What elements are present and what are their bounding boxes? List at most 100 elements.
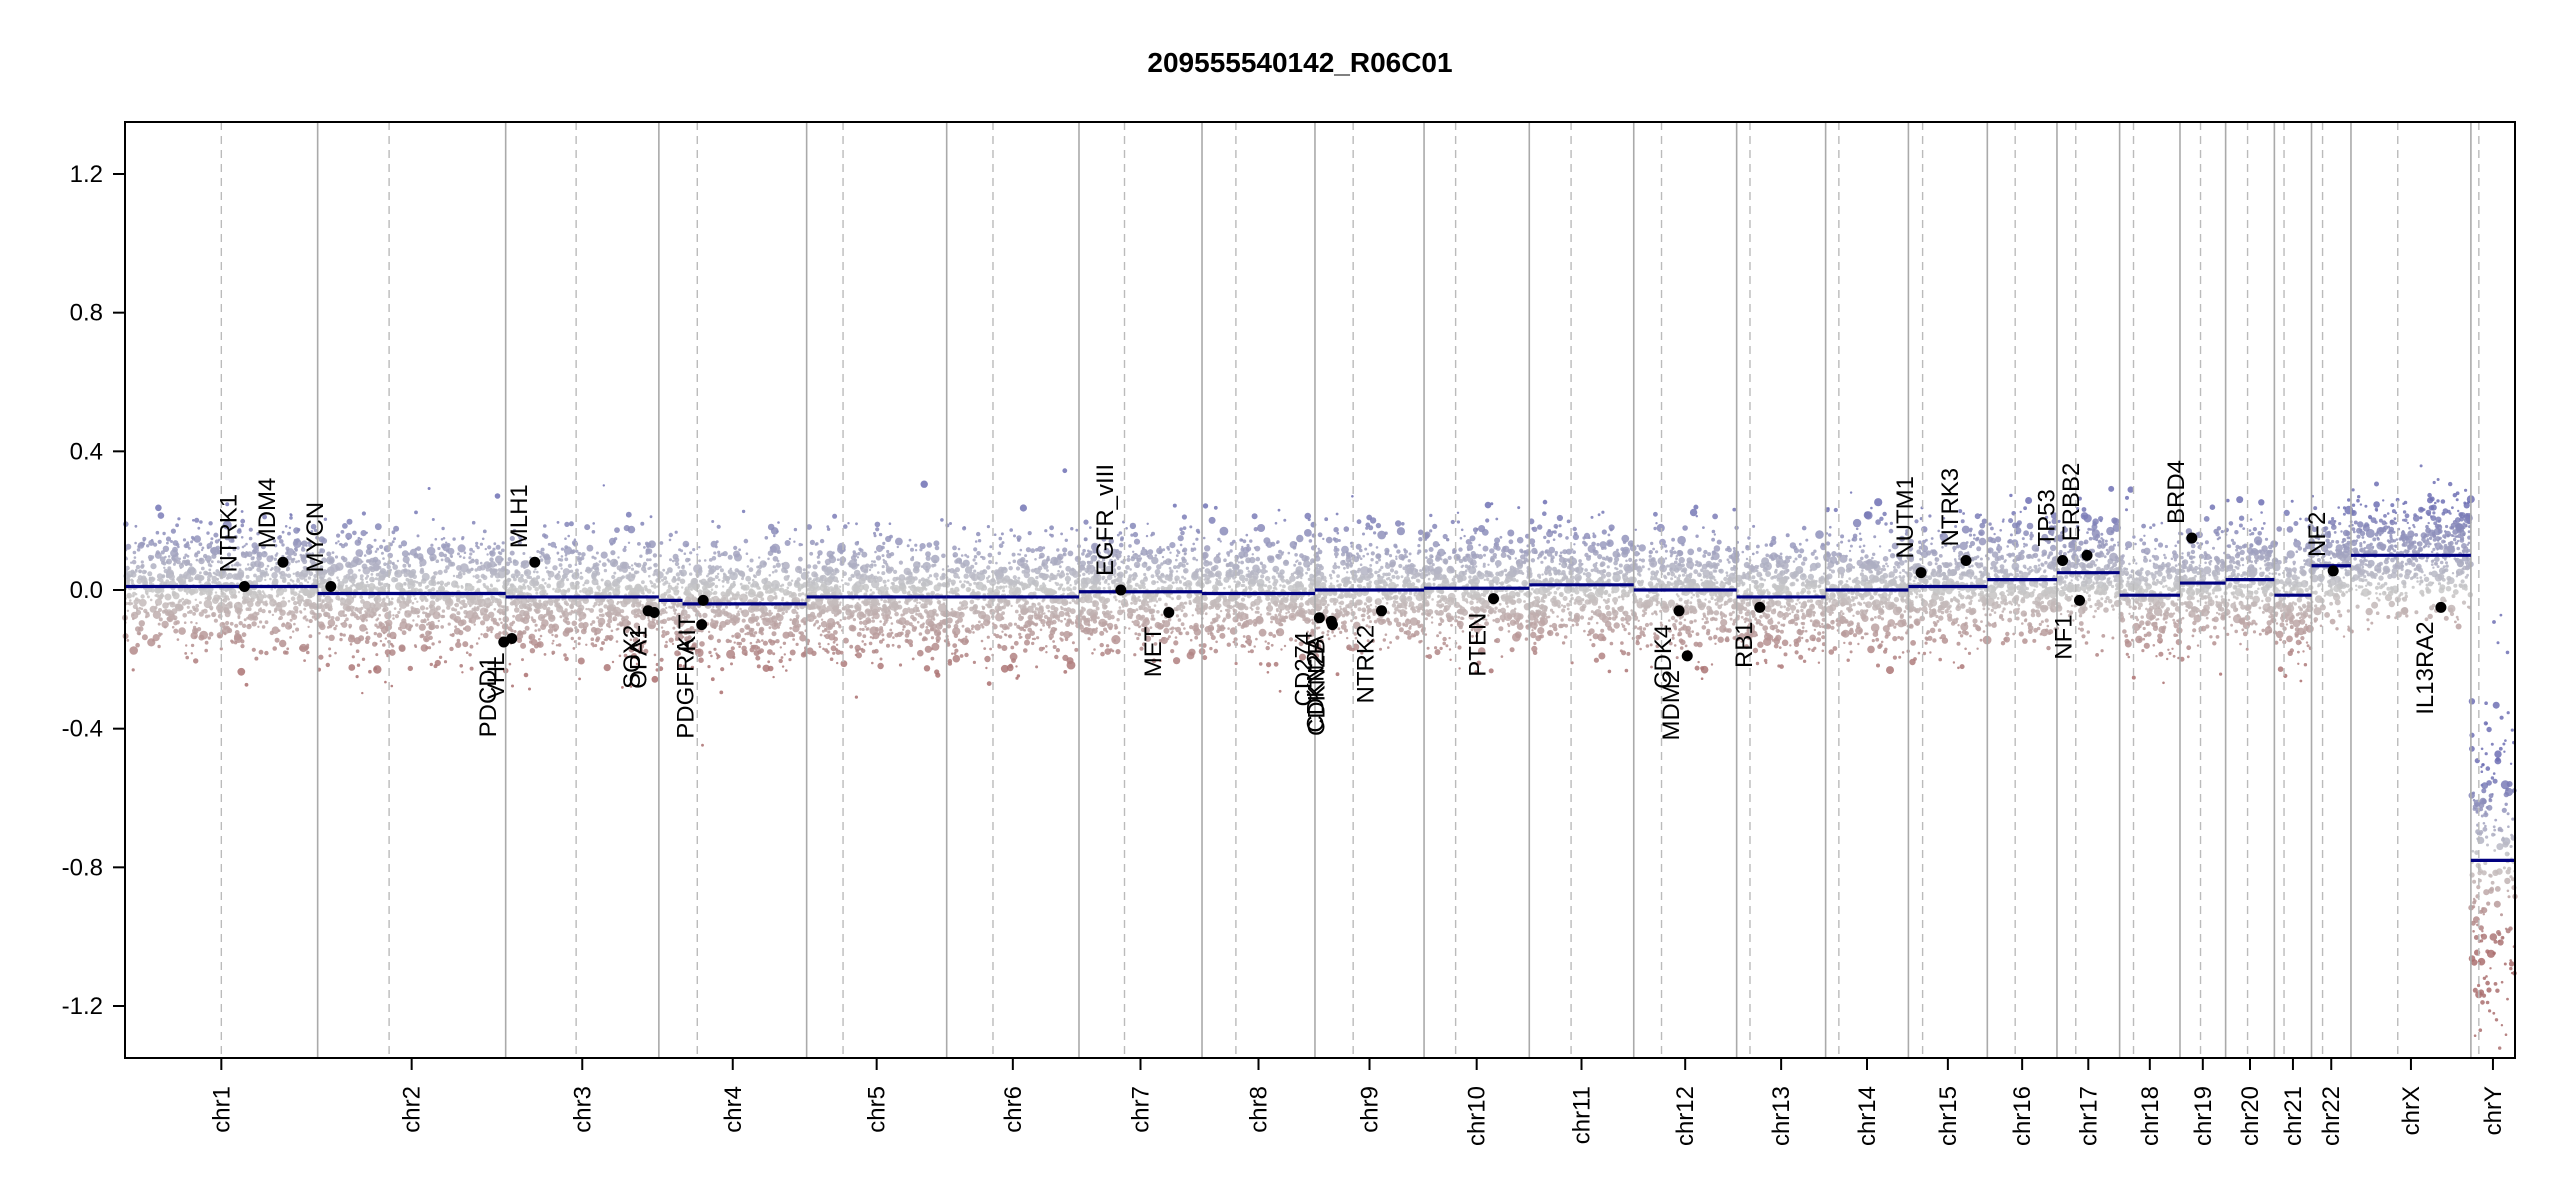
probe-point <box>178 578 183 583</box>
probe-point <box>527 607 531 611</box>
probe-point <box>786 586 790 590</box>
probe-point <box>435 559 440 563</box>
probe-point <box>487 545 492 550</box>
probe-point <box>442 543 450 552</box>
probe-point <box>908 622 913 627</box>
probe-point <box>969 599 975 605</box>
probe-point <box>881 554 885 558</box>
probe-point <box>748 567 754 573</box>
probe-point <box>357 536 361 540</box>
probe-point <box>242 599 247 604</box>
probe-point <box>439 580 445 586</box>
probe-point <box>1073 579 1079 585</box>
probe-point <box>680 549 684 553</box>
probe-point <box>983 647 987 650</box>
probe-point <box>933 572 939 578</box>
probe-point <box>865 609 869 613</box>
probe-point <box>198 634 205 641</box>
probe-point <box>911 555 915 559</box>
probe-point <box>904 600 909 605</box>
probe-point <box>668 605 671 609</box>
probe-point <box>232 547 237 552</box>
probe-point <box>930 590 936 596</box>
probe-point <box>847 522 850 525</box>
probe-point <box>375 642 378 645</box>
probe-point <box>424 598 429 603</box>
probe-point <box>274 553 278 557</box>
probe-point <box>361 578 364 581</box>
probe-point <box>404 610 412 618</box>
probe-point <box>471 520 476 525</box>
probe-point <box>256 532 260 536</box>
probe-point <box>274 544 278 548</box>
probe-point <box>592 604 596 608</box>
probe-point <box>192 612 197 616</box>
probe-point <box>928 574 933 578</box>
probe-point <box>759 615 763 619</box>
probe-point <box>1015 665 1018 668</box>
probe-point <box>486 562 493 569</box>
probe-point <box>897 604 903 610</box>
probe-point <box>1060 532 1063 536</box>
probe-point <box>869 606 873 610</box>
probe-point <box>475 541 479 545</box>
probe-point <box>448 561 454 567</box>
probe-point <box>279 609 286 616</box>
probe-point <box>614 613 618 617</box>
probe-point <box>681 564 685 568</box>
probe-point <box>571 581 575 585</box>
probe-point <box>649 601 653 605</box>
probe-point <box>1050 610 1054 614</box>
probe-point <box>1062 468 1068 474</box>
probe-point <box>1019 504 1027 512</box>
probe-point <box>556 582 560 586</box>
probe-point <box>140 563 145 568</box>
probe-point <box>972 631 975 634</box>
probe-point <box>197 574 204 582</box>
probe-point <box>313 574 318 578</box>
probe-point <box>298 590 302 593</box>
probe-point <box>1125 565 1130 570</box>
probe-point <box>741 509 746 514</box>
probe-point <box>885 614 891 620</box>
probe-point <box>1039 614 1043 618</box>
probe-point <box>590 626 597 633</box>
probe-point <box>781 611 785 615</box>
probe-point <box>1046 558 1050 562</box>
probe-point <box>973 605 976 608</box>
probe-point <box>600 578 604 582</box>
probe-point <box>588 589 594 595</box>
probe-point <box>494 568 499 573</box>
probe-point <box>311 561 319 570</box>
probe-point <box>740 610 744 614</box>
probe-point <box>1001 611 1005 615</box>
probe-point <box>156 573 163 580</box>
probe-point <box>818 645 822 649</box>
probe-point <box>459 600 465 605</box>
probe-point <box>1059 571 1066 578</box>
probe-point <box>423 595 427 600</box>
probe-point <box>1017 587 1021 591</box>
probe-point <box>1066 581 1070 584</box>
probe-point <box>1156 610 1160 614</box>
probe-point <box>757 564 763 570</box>
probe-point <box>208 631 214 637</box>
probe-point <box>286 573 292 579</box>
probe-point <box>648 540 656 549</box>
probe-point <box>1001 616 1005 620</box>
probe-point <box>1180 530 1185 536</box>
probe-point <box>990 578 995 583</box>
probe-point <box>881 612 885 617</box>
probe-point <box>511 684 514 688</box>
probe-point <box>467 569 471 572</box>
probe-point <box>1012 559 1017 564</box>
probe-point <box>245 542 248 546</box>
probe-point <box>469 644 474 649</box>
probe-point <box>998 585 1003 590</box>
probe-point <box>426 623 429 626</box>
probe-point <box>426 618 430 621</box>
probe-point <box>427 646 432 650</box>
probe-point <box>245 574 250 579</box>
probe-point <box>733 550 740 558</box>
probe-point <box>436 581 440 585</box>
